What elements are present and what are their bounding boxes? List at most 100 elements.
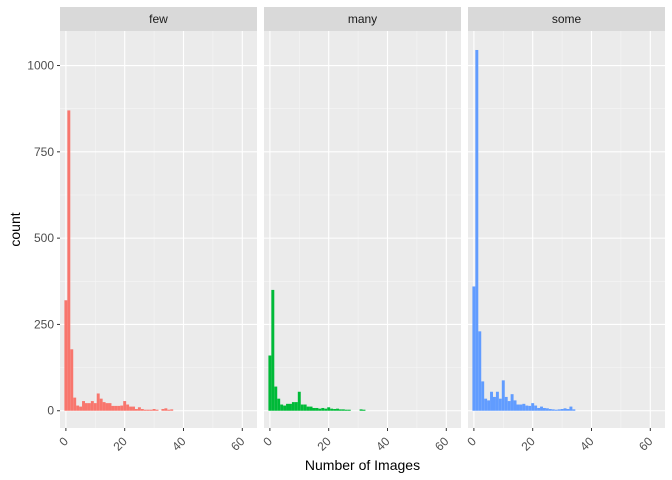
x-tick-label: 40 (169, 434, 189, 454)
y-axis-title: count (7, 212, 23, 246)
histogram-bar (540, 406, 543, 411)
histogram-bar (563, 408, 567, 411)
y-tick-label: 250 (34, 317, 54, 331)
histogram-bar (510, 394, 514, 411)
x-tick-label: 60 (228, 434, 248, 454)
histogram-bar (338, 409, 342, 411)
facet-strip-few (60, 7, 257, 31)
histogram-bar (551, 409, 555, 411)
histogram-bar (347, 409, 351, 411)
histogram-bar (484, 398, 488, 411)
histogram-bar (143, 409, 147, 411)
histogram-bar (507, 401, 511, 411)
x-tick-label: 40 (373, 434, 393, 454)
histogram-bar (341, 409, 345, 411)
histogram-bar (513, 400, 517, 411)
histogram-bar (330, 408, 334, 411)
facet-strip-label: many (348, 12, 377, 26)
histogram-bar (280, 404, 284, 411)
facet-strip-label: some (552, 12, 582, 26)
histogram-bar (134, 409, 138, 411)
histogram-bar (572, 409, 576, 411)
histogram-bar (537, 407, 541, 411)
histogram-bar (300, 404, 304, 411)
histogram-bar (117, 405, 121, 411)
y-tick-label: 0 (47, 404, 54, 418)
histogram-bar (283, 405, 287, 411)
histogram-bar (120, 405, 124, 411)
histogram-bar (554, 409, 558, 411)
histogram-bar (129, 406, 133, 411)
histogram-bar (82, 401, 85, 411)
histogram-bar (560, 409, 564, 411)
histogram-bar (64, 300, 68, 411)
facet-strip-some (468, 7, 665, 31)
histogram-bar (531, 403, 535, 411)
histogram-bar (501, 380, 505, 411)
x-tick-label: 60 (636, 434, 656, 454)
histogram-bar (312, 407, 316, 411)
histogram-bar (102, 402, 106, 411)
facet-strip-label: few (149, 12, 168, 26)
histogram-bar (90, 401, 94, 411)
histogram-bar (146, 409, 150, 411)
histogram-bar (359, 409, 363, 411)
histogram-bar (170, 409, 174, 411)
x-tick-label: 20 (110, 434, 130, 454)
histogram-bar (566, 409, 570, 411)
histogram-bar (475, 49, 479, 411)
histogram-bar (291, 402, 295, 411)
histogram-bar (498, 398, 502, 411)
histogram-bar (288, 403, 292, 411)
histogram-bar (294, 402, 298, 411)
x-tick-label: 0 (260, 434, 275, 449)
histogram-bar (114, 405, 118, 411)
histogram-bar (362, 409, 366, 411)
y-tick-label: 500 (34, 231, 54, 245)
histogram-bar (545, 408, 549, 411)
facet-strip-many (264, 7, 461, 31)
histogram-bar (164, 408, 168, 411)
histogram-bar (504, 396, 508, 411)
histogram-bar (286, 403, 289, 411)
panel-background-few (60, 31, 257, 428)
panel-background-many (264, 31, 461, 428)
histogram-bar (481, 381, 485, 411)
x-tick-label: 20 (518, 434, 538, 454)
histogram-bar (327, 407, 331, 411)
histogram-bar (277, 398, 281, 411)
x-tick-label: 60 (432, 434, 452, 454)
histogram-bar (79, 406, 83, 411)
x-tick-label: 40 (577, 434, 597, 454)
histogram-bar (268, 355, 272, 411)
histogram-bar (495, 391, 499, 411)
histogram-bar (525, 405, 529, 411)
histogram-bar (140, 409, 144, 411)
x-tick-label: 0 (464, 434, 479, 449)
histogram-bar (528, 405, 532, 411)
histogram-bar (76, 405, 80, 411)
histogram-bar (492, 396, 496, 411)
histogram-bar (108, 403, 112, 411)
histogram-bar (70, 349, 74, 411)
histogram-bar (306, 406, 310, 411)
histogram-bar (93, 403, 97, 411)
histogram-bar (149, 409, 153, 411)
histogram-bar (315, 407, 319, 411)
histogram-bar (132, 406, 135, 411)
histogram-bar (324, 408, 328, 411)
histogram-bar (96, 393, 100, 411)
histogram-bar (478, 331, 482, 411)
histogram-bar (123, 401, 127, 411)
histogram-bar (167, 409, 171, 411)
histogram-bar (548, 409, 552, 411)
histogram-bar (490, 391, 493, 411)
panel-background-some (468, 31, 665, 428)
histogram-bar (344, 409, 348, 411)
histogram-bar (534, 405, 538, 411)
histogram-bar (271, 289, 275, 411)
x-tick-label: 0 (56, 434, 71, 449)
histogram-bar (87, 403, 91, 411)
y-tick-label: 750 (34, 145, 54, 159)
